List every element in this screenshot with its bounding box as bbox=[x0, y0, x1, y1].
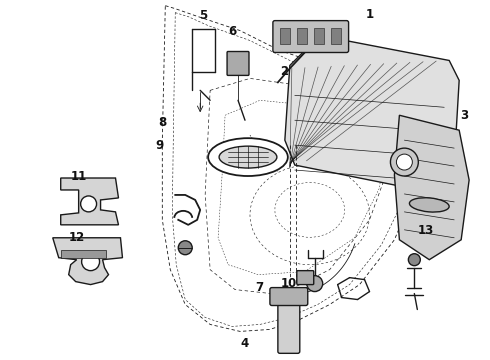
Ellipse shape bbox=[208, 138, 288, 176]
FancyBboxPatch shape bbox=[278, 298, 300, 353]
Text: 4: 4 bbox=[241, 337, 249, 350]
Text: 1: 1 bbox=[366, 8, 373, 21]
FancyBboxPatch shape bbox=[270, 288, 308, 306]
Text: 5: 5 bbox=[199, 9, 208, 22]
Text: 11: 11 bbox=[71, 170, 87, 183]
Circle shape bbox=[391, 148, 418, 176]
Circle shape bbox=[396, 154, 413, 170]
Text: 9: 9 bbox=[155, 139, 164, 152]
Circle shape bbox=[408, 254, 420, 266]
Circle shape bbox=[307, 276, 323, 292]
Circle shape bbox=[178, 241, 192, 255]
Circle shape bbox=[82, 253, 99, 271]
Text: 7: 7 bbox=[256, 281, 264, 294]
Bar bbox=[297, 28, 307, 44]
FancyBboxPatch shape bbox=[227, 51, 249, 75]
Polygon shape bbox=[53, 238, 123, 285]
Ellipse shape bbox=[410, 198, 449, 212]
FancyBboxPatch shape bbox=[297, 271, 314, 285]
Text: 3: 3 bbox=[461, 109, 469, 122]
Text: 6: 6 bbox=[229, 25, 237, 38]
Text: 8: 8 bbox=[158, 116, 166, 129]
Bar bbox=[61, 250, 105, 258]
Text: 2: 2 bbox=[280, 65, 288, 78]
Text: 10: 10 bbox=[281, 278, 297, 291]
Polygon shape bbox=[394, 115, 469, 260]
Bar bbox=[280, 28, 290, 44]
Text: 13: 13 bbox=[417, 224, 434, 237]
Polygon shape bbox=[61, 178, 119, 225]
Bar bbox=[331, 28, 341, 44]
Circle shape bbox=[81, 196, 97, 212]
Bar bbox=[314, 28, 324, 44]
Text: 12: 12 bbox=[69, 231, 85, 244]
Ellipse shape bbox=[219, 146, 277, 168]
Polygon shape bbox=[285, 36, 459, 190]
FancyBboxPatch shape bbox=[273, 21, 348, 53]
